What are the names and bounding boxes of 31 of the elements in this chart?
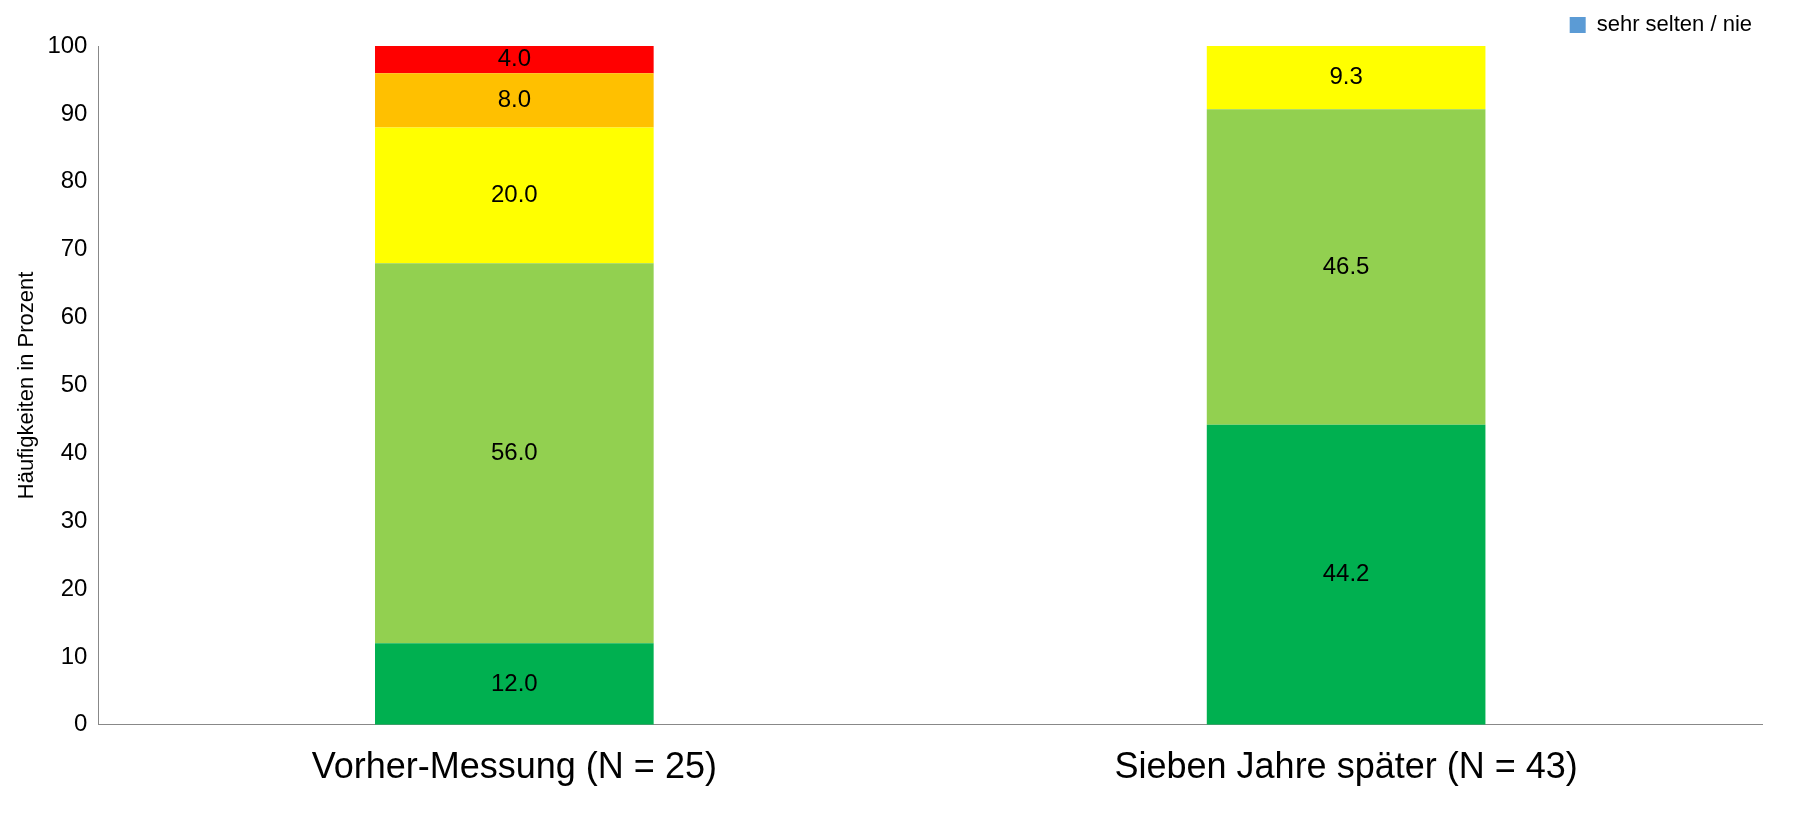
y-tick-label: 30 bbox=[60, 505, 88, 533]
data-label: 56.0 bbox=[490, 437, 538, 465]
bar bbox=[375, 73, 654, 128]
y-tick-label: 100 bbox=[47, 30, 88, 58]
y-tick-label: 0 bbox=[74, 709, 88, 737]
bar bbox=[1206, 46, 1486, 110]
data-label: 44.2 bbox=[1322, 559, 1370, 587]
bar bbox=[1206, 424, 1486, 725]
x-tick-label: Vorher-Messung (N = 25) bbox=[311, 745, 717, 787]
y-tick-label: 50 bbox=[60, 370, 88, 398]
data-label: 20.0 bbox=[490, 179, 538, 207]
data-label: 46.5 bbox=[1322, 251, 1370, 279]
bar bbox=[375, 127, 654, 264]
y-tick-label: 90 bbox=[60, 98, 88, 126]
bar bbox=[375, 643, 654, 725]
y-tick-label: 70 bbox=[60, 234, 88, 262]
legend-label: sehr selten / nie bbox=[1596, 11, 1752, 37]
data-label: 12.0 bbox=[490, 668, 538, 696]
y-axis-title: Häufigkeiten in Prozent bbox=[13, 271, 39, 500]
x-tick-label: Sieben Jahre später (N = 43) bbox=[1114, 745, 1578, 787]
data-label: 4.0 bbox=[497, 44, 532, 72]
data-label: 8.0 bbox=[497, 84, 532, 112]
y-tick-label: 60 bbox=[60, 302, 88, 330]
y-tick-label: 40 bbox=[60, 437, 88, 465]
bar bbox=[1206, 109, 1486, 425]
data-label: 9.3 bbox=[1329, 62, 1363, 90]
bar bbox=[375, 263, 654, 644]
bar bbox=[375, 46, 654, 74]
y-tick-label: 80 bbox=[60, 166, 88, 194]
y-tick-label: 10 bbox=[60, 641, 88, 669]
y-tick-label: 20 bbox=[60, 573, 88, 601]
